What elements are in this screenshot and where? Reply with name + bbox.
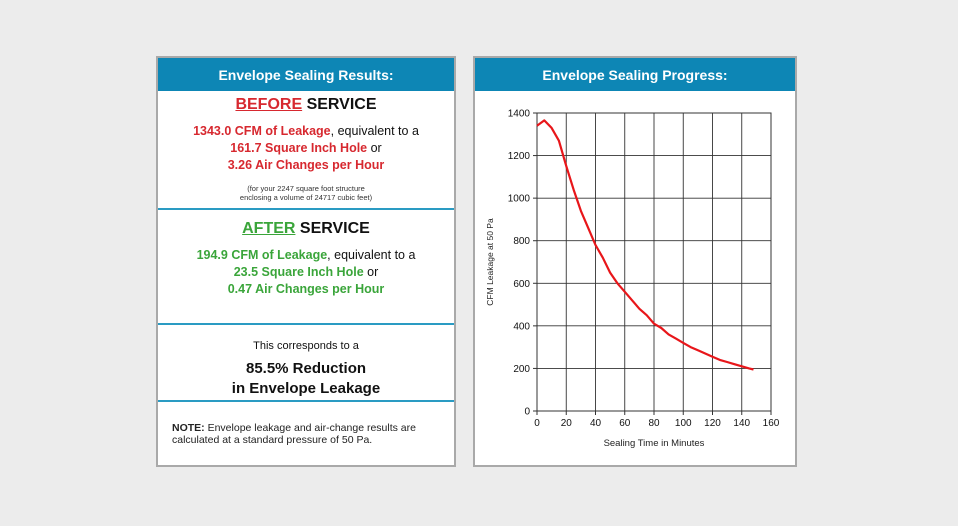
y-tick-label: 200 (513, 364, 530, 375)
section-divider (158, 208, 454, 210)
section-divider (158, 323, 454, 325)
progress-panel: Envelope Sealing Progress: 0 20 40 60 80 100 1… (473, 56, 797, 467)
y-tick-label: 0 (524, 407, 530, 418)
after-keyword: AFTER (242, 220, 296, 237)
after-ach: 0.47 Air Changes per Hour (227, 282, 385, 296)
before-hole-line: 161.7 Square Inch Hole or (158, 140, 454, 157)
before-leakage-line: 1343.0 CFM of Leakage, equivalent to a (158, 123, 454, 140)
x-axis-label: Sealing Time in Minutes (604, 438, 705, 449)
after-ach-line: 0.47 Air Changes per Hour (158, 281, 454, 298)
note-text: Envelope leakage and air-change results … (172, 422, 416, 446)
before-heading-rest: SERVICE (302, 96, 377, 113)
after-hole: 23.5 Square Inch Hole (233, 265, 364, 279)
note: NOTE: Envelope leakage and air-change re… (172, 422, 444, 446)
x-tick-label: 80 (648, 418, 660, 429)
after-heading: AFTER SERVICE (158, 220, 454, 238)
after-leakage-line: 194.9 CFM of Leakage, equivalent to a (158, 247, 454, 264)
y-tick-label: 400 (513, 321, 530, 332)
y-tick-label: 800 (513, 236, 530, 247)
y-axis-label: CFM Leakage at 50 Pa (485, 218, 495, 306)
before-ach: 3.26 Air Changes per Hour (227, 158, 385, 172)
before-footnote-2: enclosing a volume of 24717 cubic feet) (239, 193, 373, 202)
leakage-series-line (536, 119, 754, 371)
before-hole: 161.7 Square Inch Hole (230, 141, 368, 155)
before-hole-suffix: or (367, 141, 382, 155)
before-keyword: BEFORE (235, 96, 303, 113)
summary-intro: This corresponds to a (253, 340, 359, 352)
x-tick-label: 0 (534, 418, 540, 429)
after-section: AFTER SERVICE 194.9 CFM of Leakage, equi… (158, 220, 454, 298)
results-title: Envelope Sealing Results: (158, 58, 454, 91)
x-tick-label: 60 (619, 418, 631, 429)
x-tick-label: 40 (590, 418, 602, 429)
progress-title: Envelope Sealing Progress: (475, 58, 795, 91)
section-divider (158, 400, 454, 402)
y-tick-label: 1200 (508, 151, 531, 162)
after-leakage: 194.9 CFM of Leakage (196, 248, 328, 262)
before-leakage: 1343.0 CFM of Leakage (193, 124, 331, 138)
x-tick-label: 160 (763, 418, 780, 429)
x-tick-label: 120 (704, 418, 721, 429)
x-tick-label: 140 (733, 418, 750, 429)
x-tick-label: 100 (675, 418, 692, 429)
before-section: BEFORE SERVICE 1343.0 CFM of Leakage, eq… (158, 96, 454, 202)
before-ach-line: 3.26 Air Changes per Hour (158, 157, 454, 174)
before-heading: BEFORE SERVICE (158, 96, 454, 114)
summary-envelope: in Envelope Leakage (231, 380, 381, 397)
summary-reduction: 85.5% Reduction (245, 360, 367, 377)
after-leakage-suffix: , equivalent to a (327, 248, 416, 262)
results-panel: Envelope Sealing Results: BEFORE SERVICE… (156, 56, 456, 467)
after-heading-rest: SERVICE (295, 220, 370, 237)
progress-chart: 0 20 40 60 80 100 120 140 160 0 200 400 600 800 1000 12… (485, 109, 780, 450)
before-footnote-1: (for your 2247 square foot structure (247, 184, 365, 193)
after-hole-line: 23.5 Square Inch Hole or (158, 264, 454, 281)
y-tick-label: 1000 (508, 194, 531, 205)
note-label: NOTE: (172, 422, 205, 434)
before-leakage-suffix: , equivalent to a (330, 124, 419, 138)
after-hole-suffix: or (363, 265, 379, 279)
x-tick-label: 20 (561, 418, 573, 429)
summary-section: This corresponds to a 85.5% Reduction in… (158, 338, 454, 399)
y-tick-label: 600 (513, 279, 530, 290)
y-tick-label: 1400 (508, 109, 531, 120)
